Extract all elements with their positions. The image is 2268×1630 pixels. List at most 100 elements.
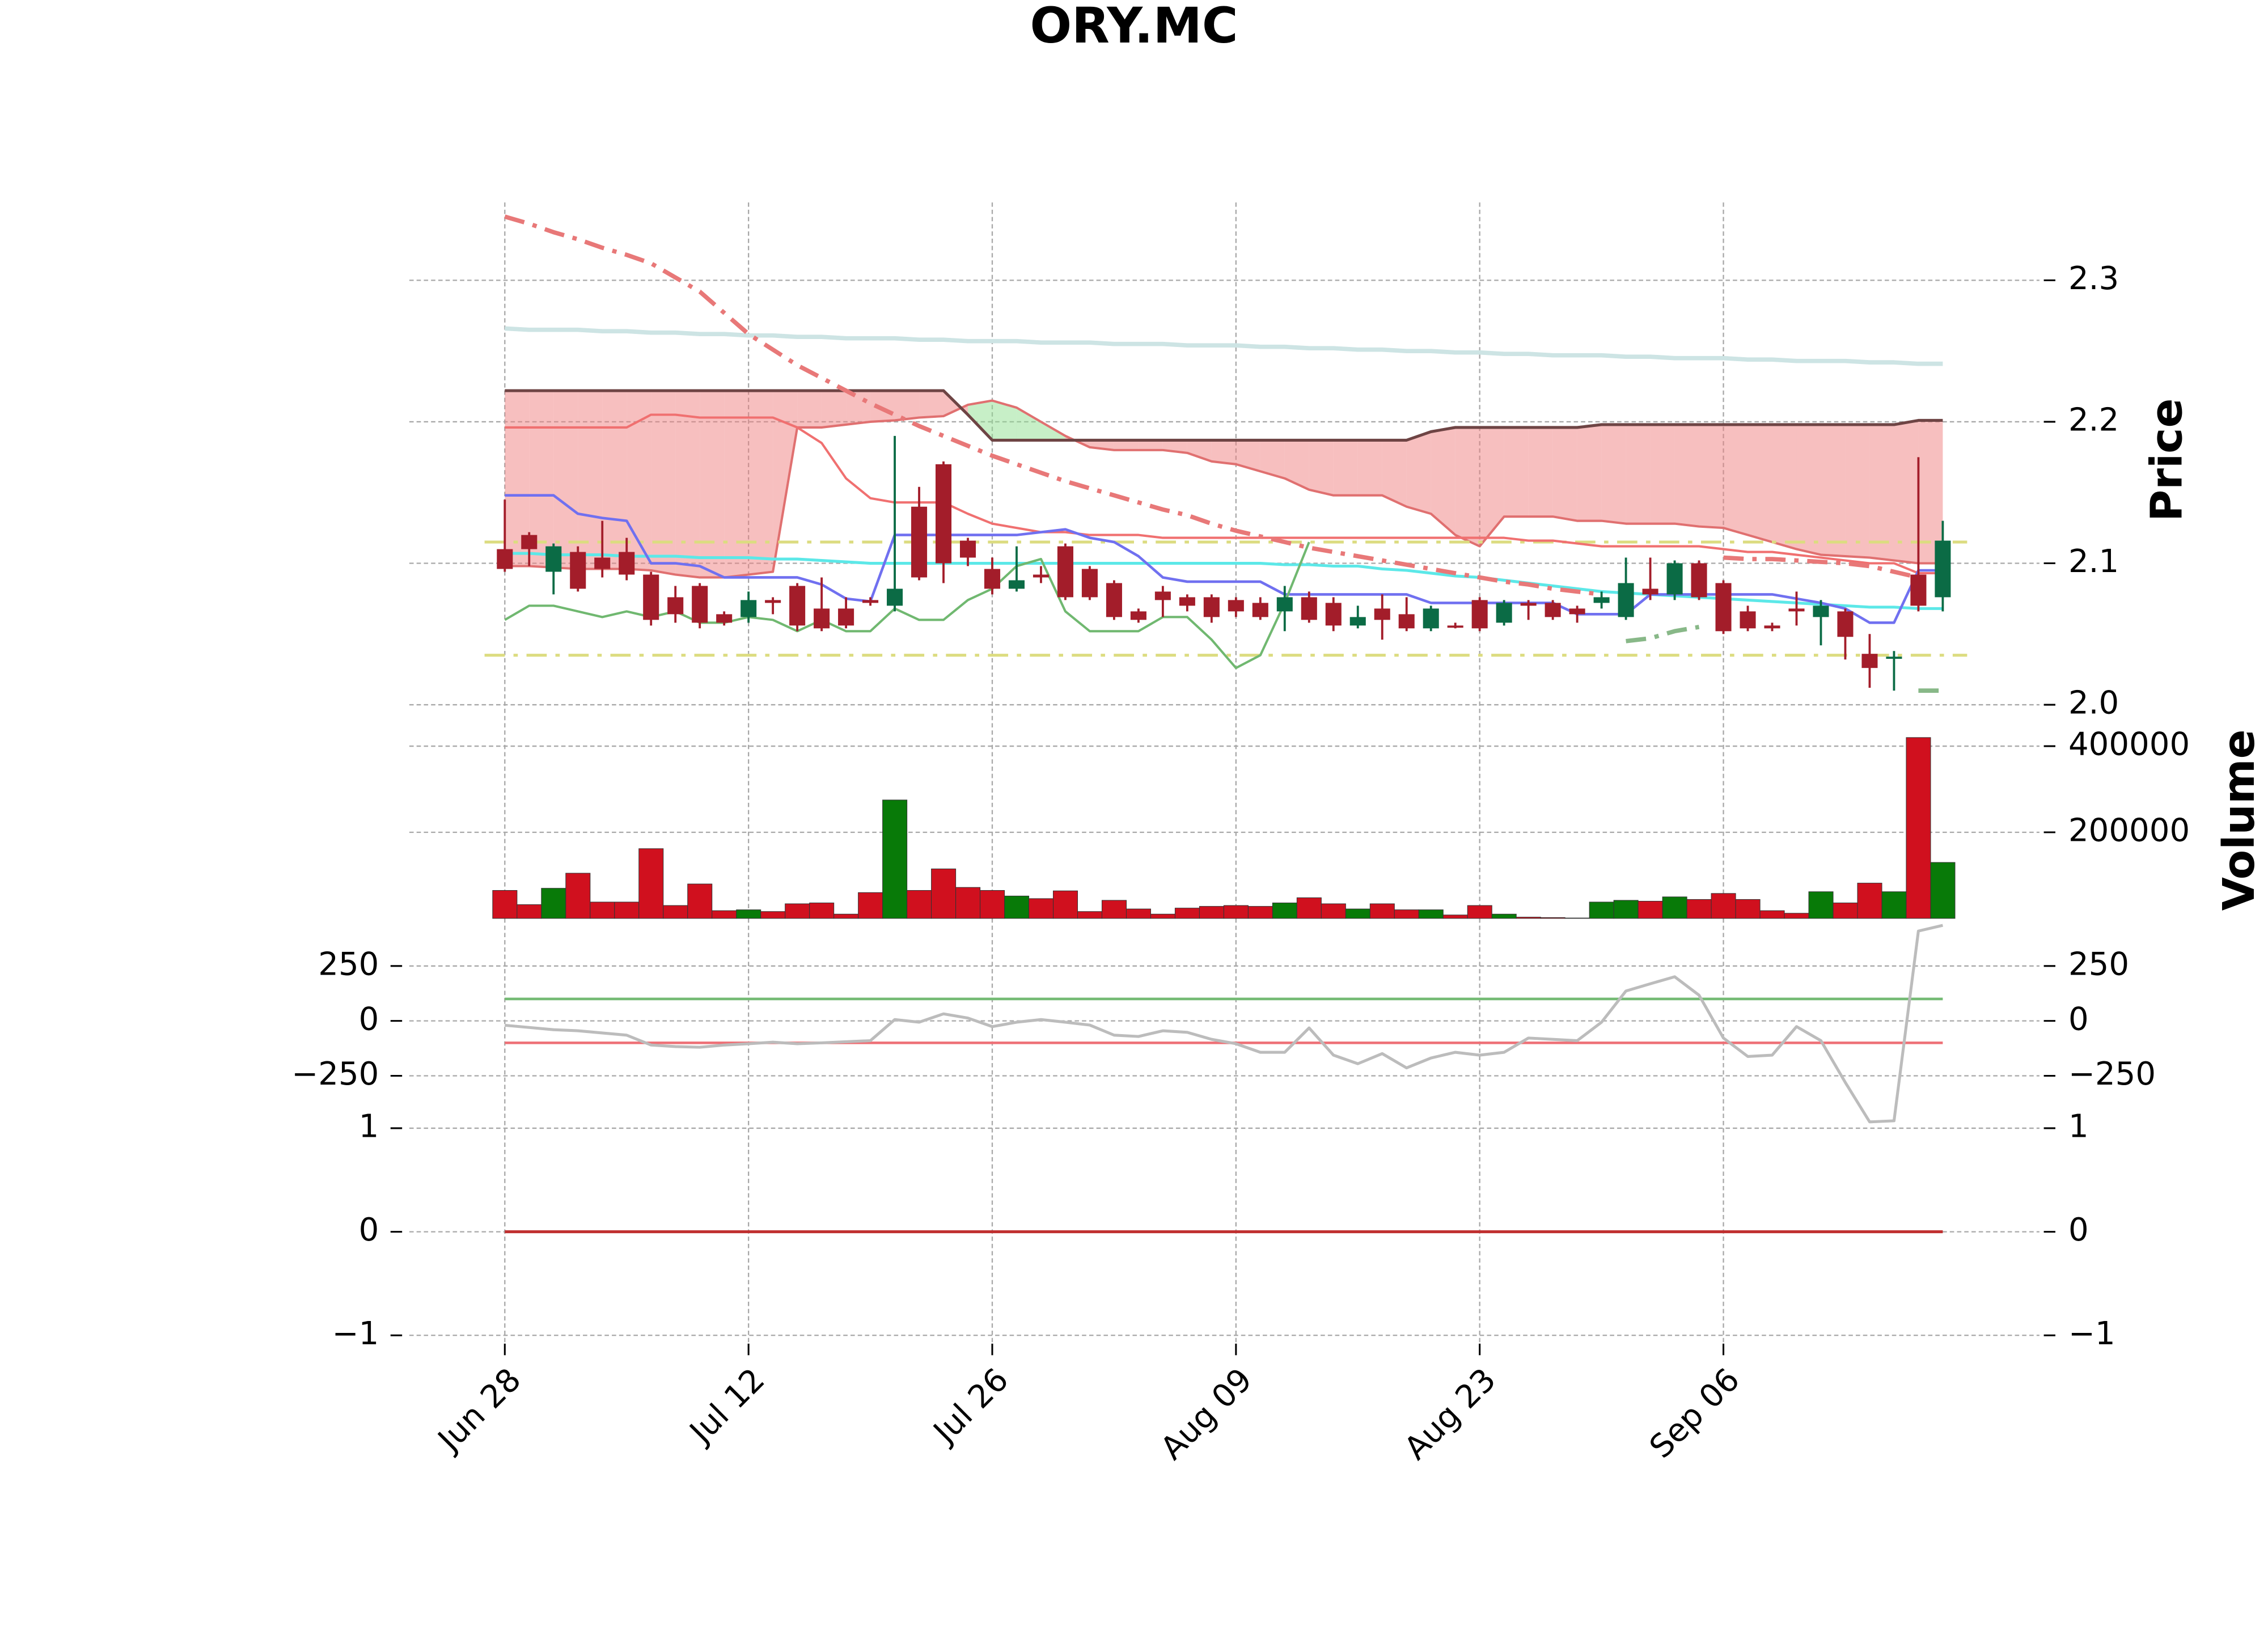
- volume-bar: [541, 888, 566, 919]
- candle-body: [1228, 600, 1244, 612]
- candle-body: [521, 535, 538, 549]
- cloud-segment: [1552, 427, 1577, 521]
- candle-body: [1837, 611, 1854, 637]
- candle-body: [1666, 563, 1683, 595]
- y-tick-label: 0: [359, 1001, 379, 1038]
- overlay-line: [505, 552, 1943, 610]
- candle-body: [570, 552, 586, 589]
- volume-bar: [1077, 911, 1103, 919]
- volume-bar: [785, 903, 810, 919]
- volume-bar: [1199, 906, 1224, 919]
- cloud-segment: [968, 400, 992, 441]
- volume-bar: [736, 909, 761, 919]
- y-tick-label: −250: [291, 1056, 379, 1093]
- volume-bar: [1613, 900, 1639, 919]
- candle-body: [1106, 583, 1122, 617]
- cloud-segment: [1235, 440, 1260, 472]
- chart-title: ORY.MC: [1030, 0, 1238, 54]
- cloud-segment: [1650, 424, 1675, 524]
- volume-bar: [687, 883, 713, 919]
- volume-bar: [931, 869, 957, 919]
- candle-body: [814, 608, 830, 629]
- candle-body: [1008, 580, 1025, 589]
- candle-body: [1349, 617, 1366, 626]
- cloud-segment: [1747, 424, 1772, 543]
- volume-bar: [1004, 895, 1030, 919]
- volume-bar: [760, 911, 786, 919]
- cloud-segment: [724, 391, 749, 578]
- cloud-line: [505, 399, 1943, 579]
- cloud-segment: [1187, 440, 1212, 462]
- indicator-line: [505, 924, 1943, 1124]
- volume-bar: [858, 892, 883, 919]
- cloud-segment: [700, 391, 725, 578]
- cloud-segment: [1918, 420, 1943, 564]
- y-tick-label: 2.3: [2068, 260, 2119, 297]
- cloud-segment: [1528, 427, 1553, 517]
- cloud-segment: [797, 391, 822, 427]
- volume-bar: [1174, 908, 1200, 919]
- volume-bar: [1125, 908, 1151, 919]
- y-tick-label: −1: [2068, 1315, 2115, 1352]
- volume-bar: [1150, 913, 1175, 919]
- cloud-segment: [1772, 424, 1797, 549]
- overlay-line: [504, 541, 1310, 670]
- candle-body: [1788, 608, 1805, 612]
- cloud-segment: [529, 391, 554, 568]
- candle-body: [545, 546, 562, 572]
- cloud-segment: [651, 391, 676, 575]
- overlay-line: [504, 214, 1919, 597]
- volume-bar: [1930, 862, 1956, 919]
- y-tick-label: 2.1: [2068, 543, 2119, 580]
- y-axis-label: Volume: [2214, 729, 2265, 911]
- cloud-segment: [1260, 440, 1285, 479]
- volume-bar: [614, 901, 640, 919]
- x-tick-label: Aug 09: [1154, 1361, 1260, 1467]
- overlay-line: [505, 326, 1943, 366]
- volume-bar: [638, 848, 664, 919]
- x-tick-label: Aug 23: [1398, 1361, 1504, 1467]
- candle-body: [1545, 603, 1561, 617]
- candle-body: [1447, 625, 1463, 628]
- volume-bar: [882, 799, 908, 919]
- y-tick-label: 0: [359, 1212, 379, 1248]
- candle-body: [1325, 603, 1342, 626]
- cloud-segment: [1699, 424, 1724, 528]
- cloud-segment: [1357, 440, 1382, 496]
- y-tick-label: 250: [2068, 946, 2129, 983]
- cloud-segment: [578, 391, 603, 569]
- cloud-segment: [822, 391, 847, 427]
- cloud-segment: [1674, 424, 1699, 527]
- cloud-segment: [992, 400, 1017, 441]
- volume-bar: [1394, 909, 1419, 919]
- volume-bar: [1247, 906, 1273, 919]
- cloud-segment: [1504, 427, 1529, 517]
- cloud-segment: [748, 391, 773, 575]
- y-tick-label: 250: [318, 946, 379, 983]
- y-tick-label: 0: [2068, 1001, 2089, 1038]
- cloud-segment: [870, 391, 895, 422]
- candle-body: [667, 597, 684, 615]
- cloud-line: [505, 389, 1943, 442]
- candle-body: [838, 608, 854, 626]
- volume-bar: [1321, 903, 1346, 919]
- volume-bar: [1491, 913, 1517, 919]
- candle-body: [643, 574, 659, 620]
- candle-body: [1886, 657, 1902, 659]
- cloud-segment: [675, 391, 700, 578]
- cloud-segment: [895, 391, 920, 421]
- candle-body: [1276, 597, 1293, 612]
- candle-body: [1130, 611, 1146, 620]
- volume-bar: [1881, 891, 1907, 919]
- cloud-segment: [1382, 440, 1407, 507]
- cloud-segment: [1333, 440, 1358, 496]
- volume-bar: [1662, 896, 1687, 919]
- candle-body: [1398, 614, 1415, 629]
- candle-body: [1471, 600, 1488, 629]
- y-tick-label: 200000: [2068, 812, 2190, 849]
- volume-bar: [1418, 909, 1444, 919]
- overlay-line: [1626, 625, 1943, 693]
- cloud-segment: [553, 391, 578, 569]
- candle-body: [1569, 608, 1585, 615]
- cloud-segment: [1845, 424, 1870, 558]
